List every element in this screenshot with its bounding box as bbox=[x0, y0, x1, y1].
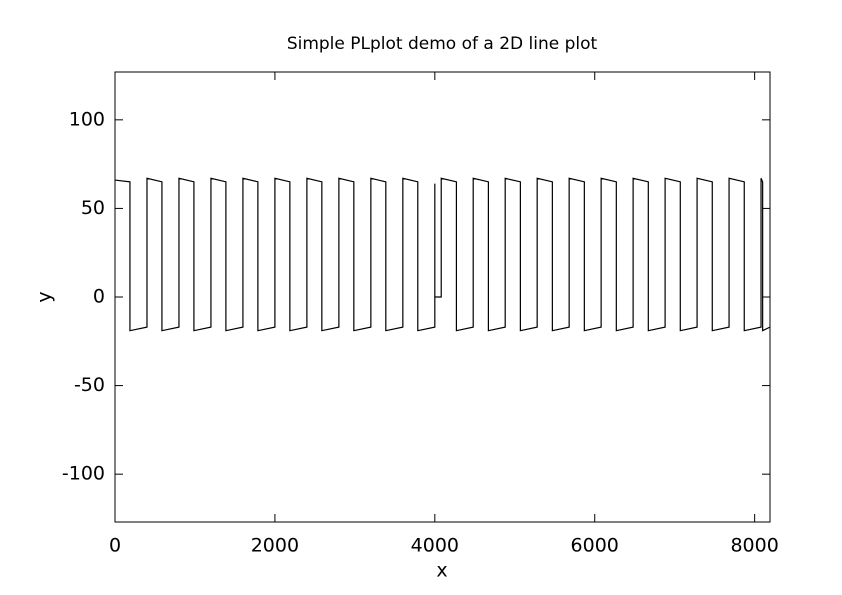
y-tick-label: -100 bbox=[62, 463, 105, 485]
x-axis-label: x bbox=[436, 560, 447, 582]
x-tick-label: 6000 bbox=[571, 535, 619, 557]
chart-title: Simple PLplot demo of a 2D line plot bbox=[287, 34, 598, 54]
x-tick-label: 2000 bbox=[251, 535, 299, 557]
y-axis-label: y bbox=[34, 291, 56, 302]
y-tick-label: -50 bbox=[74, 374, 105, 396]
y-tick-label: 0 bbox=[93, 286, 105, 308]
y-tick-label: 50 bbox=[81, 197, 105, 219]
x-tick-label: 0 bbox=[109, 535, 121, 557]
x-tick-label: 4000 bbox=[411, 535, 459, 557]
y-tick-label: 100 bbox=[69, 108, 105, 130]
data-line bbox=[114, 177, 771, 332]
x-tick-label: 8000 bbox=[730, 535, 778, 557]
